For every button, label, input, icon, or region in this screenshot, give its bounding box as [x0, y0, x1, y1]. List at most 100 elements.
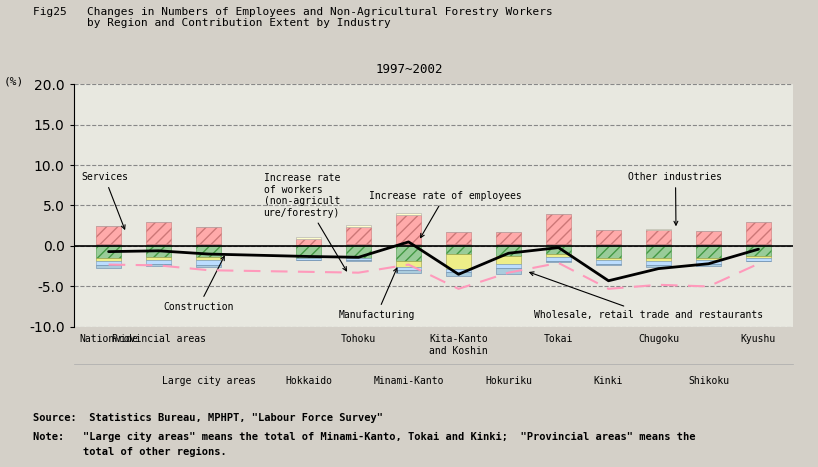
Bar: [97, 246, 121, 258]
Bar: [346, 225, 371, 226]
Bar: [196, 246, 221, 257]
Bar: [646, 244, 671, 246]
Text: Construction: Construction: [164, 256, 234, 311]
Bar: [746, 258, 771, 261]
Bar: [146, 246, 171, 257]
Bar: [396, 246, 421, 261]
Text: (%): (%): [4, 77, 25, 86]
Text: Kinki: Kinki: [594, 376, 623, 386]
Text: Nationwide: Nationwide: [79, 334, 138, 344]
Bar: [496, 232, 521, 244]
Bar: [596, 230, 621, 244]
Text: total of other regions.: total of other regions.: [33, 447, 227, 457]
Bar: [496, 244, 521, 246]
Bar: [646, 265, 671, 267]
Bar: [646, 258, 671, 261]
Bar: [696, 246, 721, 258]
Bar: [396, 243, 421, 246]
Text: Shikoku: Shikoku: [688, 376, 729, 386]
Bar: [746, 246, 771, 255]
Text: Other industries: Other industries: [628, 172, 722, 225]
Text: Source:  Statistics Bureau, MPHPT, "Labour Force Survey": Source: Statistics Bureau, MPHPT, "Labou…: [33, 413, 383, 423]
Bar: [446, 254, 471, 269]
Bar: [546, 254, 571, 257]
Bar: [546, 213, 571, 243]
Bar: [346, 226, 371, 244]
Bar: [496, 246, 521, 255]
Bar: [546, 261, 571, 262]
Bar: [97, 265, 121, 268]
Bar: [196, 227, 221, 243]
Bar: [296, 258, 321, 260]
Text: Chugoku: Chugoku: [638, 334, 679, 344]
Bar: [646, 230, 671, 244]
Bar: [97, 226, 121, 243]
Bar: [696, 258, 721, 260]
Bar: [596, 260, 621, 264]
Bar: [296, 239, 321, 245]
Bar: [346, 260, 371, 261]
Bar: [396, 270, 421, 273]
Text: Note:   "Large city areas" means the total of Minami-Kanto, Tokai and Kinki;  "P: Note: "Large city areas" means the total…: [33, 432, 695, 442]
Bar: [396, 261, 421, 267]
Bar: [496, 264, 521, 268]
Bar: [546, 246, 571, 254]
Text: Kita-Kanto
and Koshin: Kita-Kanto and Koshin: [429, 334, 488, 355]
Text: Increase rate of employees: Increase rate of employees: [369, 191, 521, 238]
Text: Tohoku: Tohoku: [341, 334, 376, 344]
Bar: [696, 260, 721, 264]
Bar: [196, 243, 221, 246]
Text: Large city areas: Large city areas: [162, 376, 255, 386]
Text: Services: Services: [81, 172, 128, 229]
Bar: [146, 222, 171, 243]
Text: Fig25   Changes in Numbers of Employees and Non-Agricultural Forestry Workers: Fig25 Changes in Numbers of Employees an…: [33, 7, 552, 17]
Text: Increase rate
of workers
(non-agricult
ure/forestry): Increase rate of workers (non-agricult u…: [263, 173, 347, 271]
Bar: [596, 258, 621, 260]
Bar: [496, 255, 521, 264]
Bar: [546, 243, 571, 246]
Bar: [546, 257, 571, 261]
Bar: [596, 244, 621, 246]
Bar: [396, 267, 421, 270]
Bar: [296, 246, 321, 258]
Text: Minami-Kanto: Minami-Kanto: [373, 376, 444, 386]
Text: Tokai: Tokai: [544, 334, 573, 344]
Text: Provincial areas: Provincial areas: [111, 334, 205, 344]
Bar: [196, 265, 221, 267]
Text: 1997~2002: 1997~2002: [375, 63, 443, 76]
Bar: [346, 244, 371, 246]
Bar: [196, 257, 221, 260]
Bar: [97, 258, 121, 262]
Text: Hokkaido: Hokkaido: [285, 376, 332, 386]
Bar: [646, 228, 671, 230]
Bar: [196, 260, 221, 265]
Bar: [596, 264, 621, 265]
Bar: [746, 222, 771, 244]
Bar: [396, 213, 421, 215]
Bar: [446, 272, 471, 276]
Bar: [296, 237, 321, 239]
Bar: [496, 268, 521, 274]
Text: by Region and Contribution Extent by Industry: by Region and Contribution Extent by Ind…: [33, 18, 390, 28]
Bar: [346, 258, 371, 260]
Bar: [746, 261, 771, 262]
Bar: [146, 264, 171, 266]
Text: Wholesale, retail trade and restaurants: Wholesale, retail trade and restaurants: [530, 272, 762, 320]
Bar: [446, 246, 471, 254]
Bar: [646, 246, 671, 258]
Bar: [146, 243, 171, 246]
Bar: [296, 245, 321, 246]
Bar: [446, 244, 471, 246]
Bar: [146, 257, 171, 260]
Bar: [146, 260, 171, 264]
Bar: [746, 244, 771, 246]
Bar: [746, 255, 771, 258]
Bar: [696, 264, 721, 266]
Bar: [446, 232, 471, 244]
Bar: [446, 269, 471, 272]
Bar: [696, 231, 721, 244]
Bar: [346, 246, 371, 258]
Bar: [596, 246, 621, 258]
Bar: [97, 262, 121, 265]
Bar: [696, 244, 721, 246]
